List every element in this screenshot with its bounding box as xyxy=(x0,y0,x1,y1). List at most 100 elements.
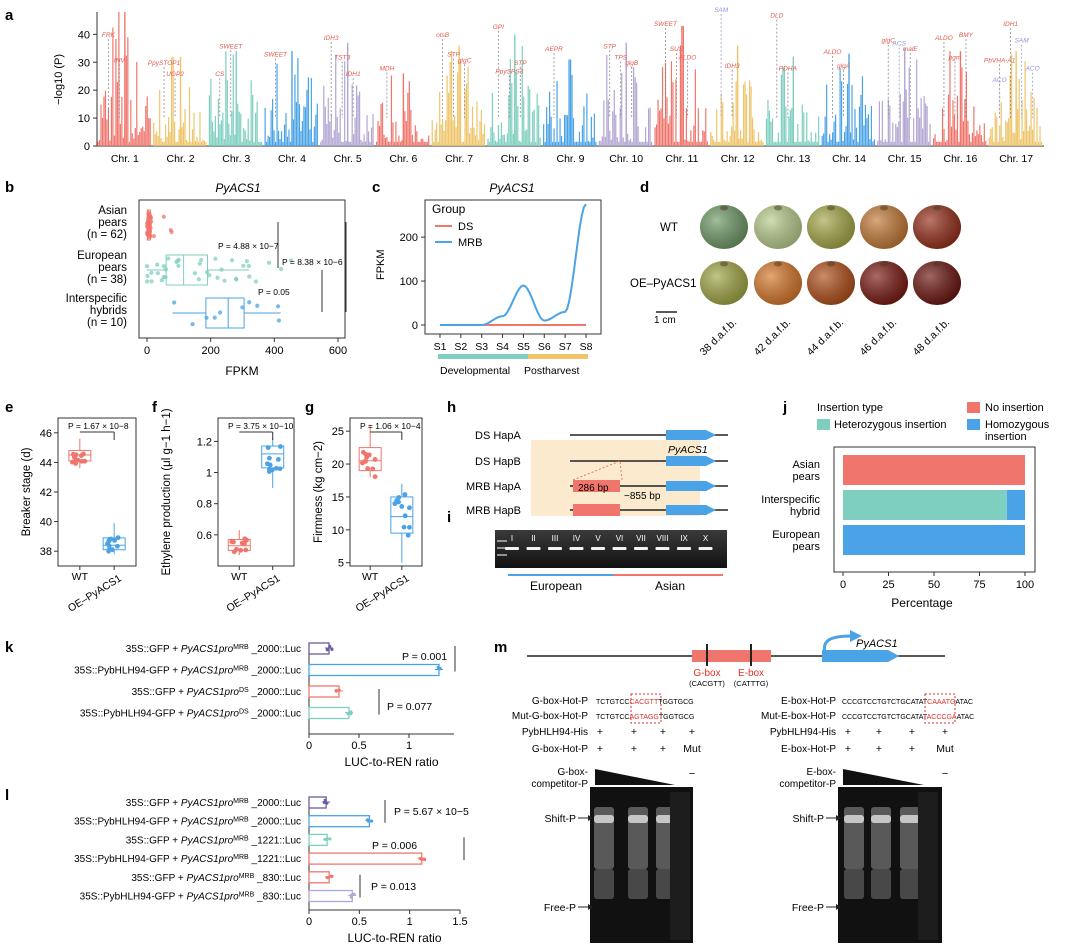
ytick-label: 0.6 xyxy=(197,530,212,542)
j-bar-2 xyxy=(843,525,1025,555)
insertion-shade xyxy=(531,440,700,516)
legend-c-title: Group xyxy=(432,202,466,216)
bar-point xyxy=(422,858,427,862)
b-point xyxy=(155,271,161,276)
boxplot-e: 38 40 42 44 46 Breaker stage (d) P = 1.67 × 10… xyxy=(21,417,137,615)
pvalue: P = 5.67 × 10−5 xyxy=(394,806,469,818)
chromosome-label: Chr. 1 xyxy=(111,153,139,165)
c-xtick-label: S2 xyxy=(454,341,467,353)
gel-band xyxy=(505,547,519,550)
j-category: European xyxy=(772,529,820,541)
j-category: Asian xyxy=(792,459,820,471)
row-value: + xyxy=(845,743,851,755)
point xyxy=(238,547,244,553)
fruit-stem xyxy=(774,205,782,211)
gene-label: BMY xyxy=(959,32,974,39)
bar-category-label: 35S::GFP + PyACS1proMRB _2000::Luc xyxy=(126,644,301,656)
bar-point xyxy=(369,819,374,823)
chromosome-label: Chr. 16 xyxy=(944,153,978,165)
row-value: Mut xyxy=(936,743,954,755)
b-point xyxy=(155,262,160,267)
row-value: + xyxy=(631,726,637,738)
chromosome-label: Chr. 2 xyxy=(167,153,195,165)
point xyxy=(231,549,237,555)
stage-label: 48 d.a.f.b. xyxy=(911,317,953,359)
gene-label: MDH xyxy=(379,66,394,73)
gel-band xyxy=(612,547,627,550)
insertion-box xyxy=(573,504,620,516)
ladder-label: 2,000 bp xyxy=(468,539,494,546)
row-value: + xyxy=(597,743,603,755)
manhattan-gene-labels: FRK INV PpySTOP1 UGP2 CS SWEET SWEET IDH3 TST3 ID… xyxy=(102,7,1040,118)
bar-point xyxy=(330,874,334,878)
stage-label: 38 d.a.f.b. xyxy=(698,317,740,359)
probe-sequence: TCTGTCCCACGTTTGGTGCG xyxy=(596,699,694,706)
ytick-label: 10 xyxy=(332,525,344,537)
panel-a: 0 10 20 30 40 −log10 (P) FRK INV PpySTOP1 UGP2 C… xyxy=(53,7,1044,165)
panel-letter-b: b xyxy=(5,179,14,196)
legend-c-ds: DS xyxy=(458,221,473,233)
gene-label: DLD xyxy=(770,13,783,20)
bar-point xyxy=(328,644,332,648)
pvalue: P = 0.001 xyxy=(402,651,447,663)
row-value: + xyxy=(597,726,603,738)
promoter-region xyxy=(692,650,771,662)
b-point xyxy=(176,257,181,262)
bar-point xyxy=(349,710,353,714)
row-value: + xyxy=(631,743,637,755)
legend-j-hom-1: Homozygous xyxy=(985,419,1050,431)
ytick-label: 5 xyxy=(338,558,344,570)
shift-band xyxy=(628,815,648,823)
a-ytick-label: 30 xyxy=(78,57,90,69)
gene-arrow xyxy=(666,481,716,491)
gene-label: STP xyxy=(447,52,460,59)
b-point xyxy=(149,279,154,284)
b-point xyxy=(247,274,252,279)
b-point xyxy=(151,234,156,239)
gene-label: ALDO xyxy=(678,54,697,61)
b-point xyxy=(229,258,235,263)
point xyxy=(407,505,412,511)
b-point xyxy=(246,263,251,269)
b-point xyxy=(275,304,281,309)
b-box xyxy=(205,297,245,329)
lane-label: VI xyxy=(616,534,624,543)
chromosome-label: Chr. 14 xyxy=(832,153,866,165)
chromosome-label: Chr. 5 xyxy=(334,153,362,165)
panel-letter-c: c xyxy=(372,179,380,196)
panel-c-title: PyACS1 xyxy=(489,181,534,195)
frame xyxy=(217,417,295,567)
row-label: E-box-Hot-P xyxy=(781,744,836,755)
line-c-frame xyxy=(424,199,602,335)
panel-letters: a b c d e f g h i j k l m xyxy=(5,7,787,804)
point xyxy=(270,467,275,473)
bar-point xyxy=(328,837,332,841)
gene-label: PDHA xyxy=(779,66,797,73)
fruit-stem xyxy=(827,261,835,267)
row-label: G-box-Hot-P xyxy=(532,744,588,755)
point xyxy=(242,536,248,542)
gene-label: glgB xyxy=(625,60,639,67)
b-point xyxy=(144,264,150,269)
fruit-shade xyxy=(700,205,748,249)
bar xyxy=(308,663,440,677)
fruit-shade xyxy=(860,205,908,249)
probe-sequence: CCCGTCCTGTCTGCATATCAAATGATAC xyxy=(842,699,973,706)
b-point xyxy=(166,256,171,261)
xtick-label: 1 xyxy=(406,740,412,752)
panel-d: WT OE–PyACS1 1 cm 38 d.a.f.b. 42 d.a.f.b.… xyxy=(630,205,961,358)
chromosome-label: Chr. 9 xyxy=(556,153,584,165)
panels-e-f-g: 38 40 42 44 46 Breaker stage (d) P = 1.67 × 10… xyxy=(21,408,423,615)
point xyxy=(372,457,378,462)
ytick-label: 44 xyxy=(40,457,52,469)
lane-label: II xyxy=(531,534,535,543)
b-point xyxy=(204,315,209,320)
box xyxy=(358,447,382,472)
b-point xyxy=(213,256,218,261)
phase-bar-developmental xyxy=(438,354,528,359)
gene-label: AEPR xyxy=(544,46,563,53)
b-point xyxy=(233,276,239,281)
competitor-mut: − xyxy=(689,768,695,780)
bar-category-label: 35S::GFP + PyACS1proMRB _1221::Luc xyxy=(126,835,301,847)
